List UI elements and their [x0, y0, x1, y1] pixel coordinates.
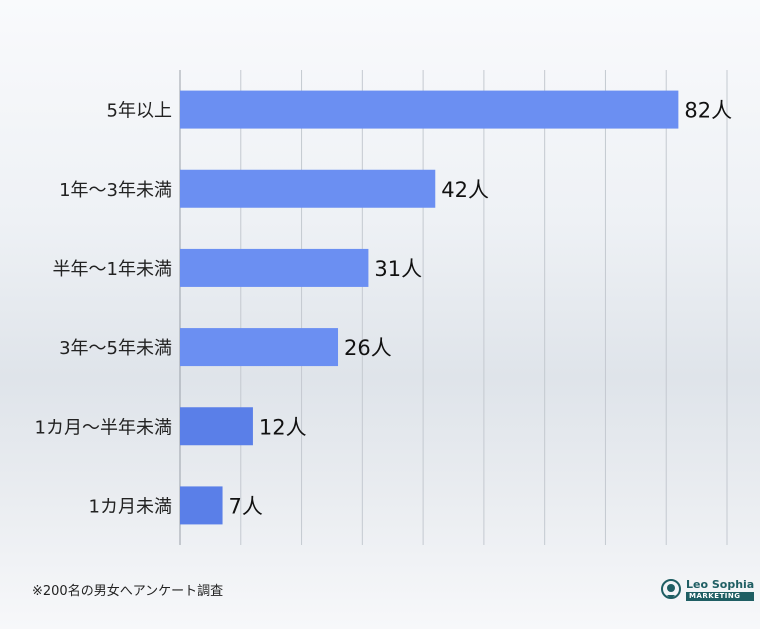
bar	[180, 328, 339, 367]
lion-logo-icon	[661, 579, 681, 599]
category-label: 半年〜1年未満	[53, 259, 172, 280]
category-label: 1カ月〜半年未満	[35, 417, 172, 438]
bar	[180, 90, 679, 129]
category-label: 1カ月未満	[89, 496, 172, 517]
value-label: 82人	[684, 99, 732, 123]
survey-footnote: ※200名の男女へアンケート調査	[32, 584, 224, 599]
category-label: 3年〜5年未満	[59, 338, 172, 359]
bar	[180, 248, 369, 287]
value-label: 26人	[344, 336, 392, 360]
logo-brand-text: Leo Sophia	[686, 578, 755, 591]
value-label: 7人	[229, 494, 263, 518]
bar	[180, 169, 436, 208]
brand-logo: Leo Sophia MARKETING	[660, 578, 755, 602]
category-label: 1年〜3年未満	[59, 180, 172, 201]
value-label: 42人	[441, 178, 489, 202]
category-label: 5年以上	[107, 101, 172, 122]
value-label: 12人	[259, 415, 307, 439]
bar	[180, 486, 223, 525]
logo-sub-text: MARKETING	[686, 592, 755, 601]
value-label: 31人	[374, 257, 422, 281]
bar	[180, 407, 253, 446]
